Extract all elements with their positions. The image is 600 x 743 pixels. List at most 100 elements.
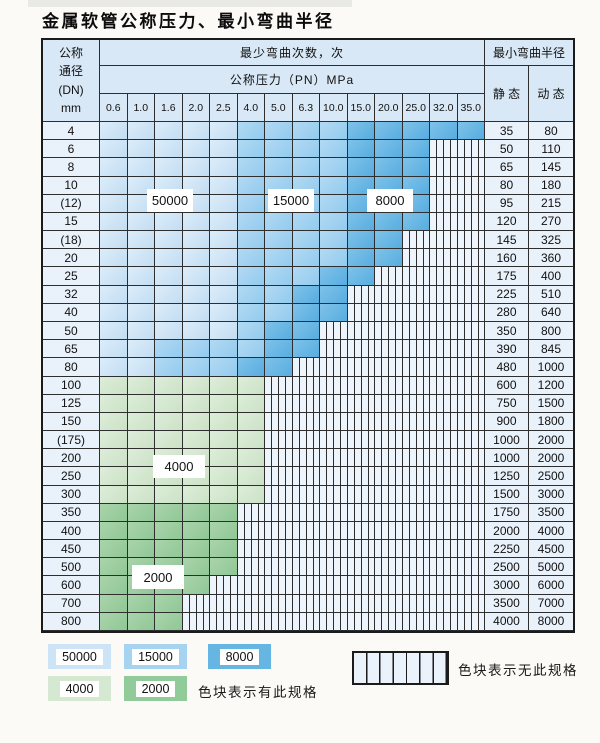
- no-spec-cell: [237, 576, 265, 595]
- dynamic-radius-cell: 270: [529, 212, 573, 232]
- no-spec-cell: [457, 394, 485, 413]
- spec-cell: [237, 231, 265, 250]
- spec-cell: [430, 122, 458, 141]
- spec-cell: [100, 540, 128, 559]
- no-spec-cell: [347, 303, 375, 322]
- no-spec-cell: [320, 540, 348, 559]
- spec-cell: [100, 122, 128, 141]
- spec-cell: [100, 285, 128, 304]
- no-spec-cell: [347, 394, 375, 413]
- no-spec-cell: [430, 412, 458, 432]
- no-spec-cell: [457, 158, 485, 177]
- no-spec-cell: [320, 431, 348, 450]
- no-spec-cell: [375, 376, 403, 395]
- no-spec-cell: [237, 594, 265, 613]
- no-spec-cell: [402, 521, 430, 541]
- spec-cell: [210, 449, 238, 468]
- spec-cell: [237, 303, 265, 322]
- static-radius-cell: 65: [485, 158, 529, 177]
- no-spec-cell: [182, 594, 210, 613]
- spec-cell: [375, 140, 403, 159]
- static-radius-cell: 225: [485, 285, 529, 304]
- spec-cell: [265, 321, 293, 341]
- no-spec-cell: [292, 431, 320, 450]
- dn-cell: 15: [43, 212, 100, 232]
- pressure-header-cell: 0.6: [100, 94, 128, 122]
- pressure-header-cell: 1.0: [127, 94, 155, 122]
- no-spec-cell: [402, 449, 430, 468]
- spec-cell: [127, 321, 155, 341]
- spec-cell: [100, 140, 128, 159]
- spec-cell: [237, 249, 265, 268]
- no-spec-cell: [347, 321, 375, 341]
- legend-swatch-4000: 4000: [48, 676, 111, 701]
- dynamic-radius-cell: 4000: [529, 521, 573, 541]
- static-radius-cell: 280: [485, 303, 529, 322]
- spec-cell: [237, 394, 265, 413]
- spec-cell: [320, 122, 348, 141]
- spec-cell: [100, 485, 128, 504]
- dynamic-radius-cell: 215: [529, 194, 573, 213]
- no-spec-cell: [430, 576, 458, 595]
- no-spec-cell: [320, 503, 348, 522]
- spec-cell: [182, 358, 210, 377]
- spec-cell: [127, 122, 155, 141]
- spec-cell: [265, 212, 293, 232]
- spec-cell: [100, 358, 128, 377]
- spec-cell: [347, 158, 375, 177]
- spec-cell: [100, 176, 128, 195]
- dynamic-radius-cell: 360: [529, 249, 573, 268]
- no-spec-cell: [210, 594, 238, 613]
- pressure-header-cell: 32.0: [430, 94, 458, 122]
- spec-cell: [100, 376, 128, 395]
- spec-cell: [127, 431, 155, 450]
- dynamic-column-header: 动 态: [529, 66, 573, 122]
- spec-cell: [100, 503, 128, 522]
- spec-cell: [210, 485, 238, 504]
- static-radius-cell: 1750: [485, 503, 529, 522]
- dn-cell: 400: [43, 521, 100, 541]
- no-spec-cell: [265, 576, 293, 595]
- no-spec-cell: [347, 376, 375, 395]
- cycle-count-label: 15000: [268, 189, 314, 212]
- spec-cell: [127, 140, 155, 159]
- dynamic-radius-cell: 80: [529, 122, 573, 141]
- no-spec-cell: [457, 285, 485, 304]
- spec-cell: [210, 358, 238, 377]
- no-spec-cell: [182, 612, 210, 631]
- no-spec-cell: [430, 503, 458, 522]
- spec-cell: [155, 412, 183, 432]
- spec-cell: [265, 231, 293, 250]
- dn-cell: 10: [43, 176, 100, 195]
- no-spec-cell: [457, 612, 485, 631]
- no-spec-cell: [292, 467, 320, 486]
- no-spec-cell: [430, 249, 458, 268]
- legend-swatch-15000: 15000: [124, 644, 187, 669]
- spec-cell: [237, 431, 265, 450]
- spec-cell: [127, 594, 155, 613]
- spec-cell: [155, 540, 183, 559]
- cycle-count-label: 50000: [147, 189, 193, 212]
- legend-label: 8000: [219, 648, 260, 665]
- spec-cell: [100, 576, 128, 595]
- spec-cell: [100, 594, 128, 613]
- no-spec-cell: [265, 412, 293, 432]
- spec-cell: [155, 158, 183, 177]
- spec-cell: [402, 212, 430, 232]
- spec-cell: [155, 521, 183, 541]
- spec-cell: [155, 394, 183, 413]
- no-spec-cell: [402, 231, 430, 250]
- no-spec-cell: [292, 576, 320, 595]
- spec-cell: [155, 321, 183, 341]
- spec-cell: [100, 431, 128, 450]
- spec-cell: [265, 140, 293, 159]
- no-spec-cell: [292, 521, 320, 541]
- no-spec-cell: [265, 376, 293, 395]
- no-spec-cell: [320, 412, 348, 432]
- dynamic-radius-cell: 2000: [529, 449, 573, 468]
- no-spec-cell: [402, 285, 430, 304]
- no-spec-cell: [237, 521, 265, 541]
- spec-cell: [292, 285, 320, 304]
- pressure-header-cell: 10.0: [320, 94, 348, 122]
- static-radius-cell: 160: [485, 249, 529, 268]
